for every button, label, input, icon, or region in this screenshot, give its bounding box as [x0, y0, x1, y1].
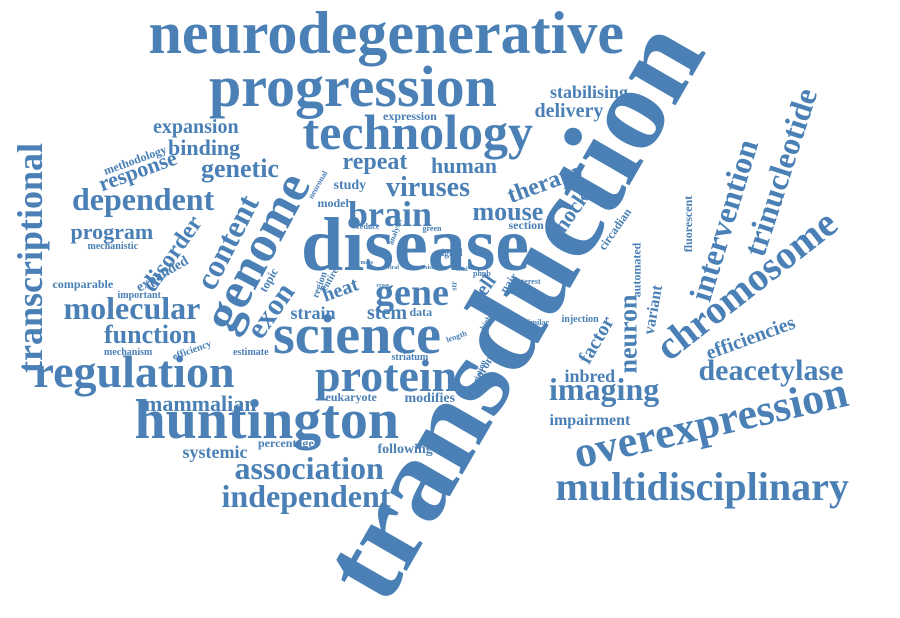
word-str: str: [449, 281, 459, 291]
word-technology: technology: [302, 104, 534, 160]
word-expression: expression: [383, 109, 437, 123]
word-regulation: regulation: [33, 346, 235, 397]
word-injection: injection: [561, 314, 599, 325]
word-dependent: dependent: [72, 181, 215, 217]
word-science: science: [273, 304, 441, 366]
word-fluorescent: fluorescent: [681, 195, 696, 253]
word-model: model: [317, 196, 349, 210]
word-mouse: mouse: [472, 197, 544, 226]
word-striatum: striatum: [391, 352, 429, 363]
word-mass: mass: [360, 260, 374, 266]
word-important: important: [117, 290, 161, 301]
word-multidisciplinary: multidisciplinary: [555, 464, 849, 509]
word-exist: exist: [422, 265, 434, 271]
word-total: total: [456, 267, 468, 273]
word-data: data: [409, 305, 433, 319]
word-automated: automated: [628, 242, 643, 298]
word-neuron: neuron: [613, 294, 642, 374]
word-study: study: [333, 178, 367, 193]
word-deacetylase: deacetylase: [698, 354, 844, 387]
word-repeat: repeat: [342, 149, 408, 175]
word-modifies: modifies: [404, 391, 456, 406]
word-association: association: [234, 450, 384, 486]
word-mechanism: mechanism: [104, 347, 153, 358]
word-estimate: estimate: [233, 347, 269, 358]
word-genetic: genetic: [201, 154, 279, 183]
word-molecular: molecular: [63, 290, 201, 326]
word-reduce: reduce: [356, 222, 380, 231]
word-progression: progression: [209, 54, 497, 119]
word-inbred: inbred: [564, 366, 616, 386]
word-green: green: [422, 224, 442, 233]
word-viruses: viruses: [386, 172, 470, 203]
word-program: program: [70, 219, 154, 244]
word-viral: viral: [387, 265, 399, 271]
word-binding: binding: [168, 135, 241, 160]
word-human: human: [431, 153, 498, 178]
word-neurodegenerative: neurodegenerative: [148, 0, 624, 66]
word-stabilising: stabilising: [550, 82, 629, 102]
word-percentage: percentage: [258, 436, 314, 450]
word-cross: cross: [376, 283, 390, 289]
word-disease: disease: [301, 203, 529, 287]
word-eukaryote: eukaryote: [325, 390, 377, 404]
word-strain: strain: [290, 303, 336, 323]
word-expansion: expansion: [153, 116, 239, 138]
word-protein: protein: [315, 350, 458, 401]
word-section: section: [508, 218, 544, 232]
word-imaging: imaging: [549, 371, 660, 407]
word-interest: interest: [515, 277, 541, 286]
word-insight: insight: [508, 287, 532, 296]
word-stem: stem: [367, 302, 407, 324]
word-systemic: systemic: [182, 442, 248, 462]
word-mechanistic: mechanistic: [87, 241, 139, 252]
word-following: following: [377, 442, 433, 457]
word-phpb: phpb: [473, 269, 491, 278]
word-gene: gene: [375, 272, 449, 314]
word-delivery: delivery: [534, 100, 604, 122]
word-signal: signal: [437, 248, 463, 259]
word-brain: brain: [348, 194, 433, 234]
word-huntington: huntington: [134, 389, 400, 451]
word-impairment: impairment: [549, 412, 631, 429]
word-function: function: [104, 320, 197, 349]
word-mammalian: mammalian: [144, 391, 257, 416]
word-comparable: comparable: [52, 277, 114, 291]
word-similar: similar: [525, 318, 549, 327]
word-independent: independent: [221, 478, 391, 514]
word-transcriptional: transcriptional: [10, 143, 50, 373]
